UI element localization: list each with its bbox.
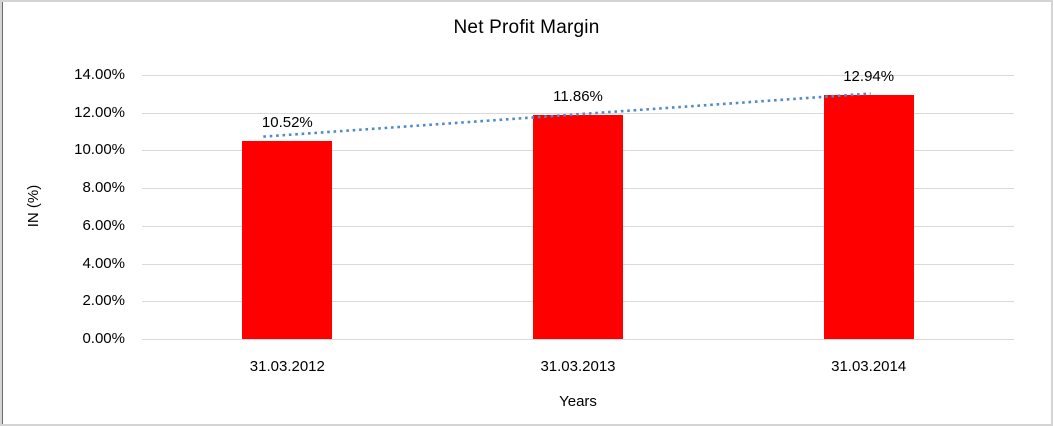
y-axis-tick-label: 4.00% [82, 254, 125, 272]
y-axis-tick-label: 10.00% [74, 141, 125, 159]
y-axis-tick-label: 0.00% [82, 330, 125, 347]
frame-left-border [2, 2, 3, 424]
y-axis-tick-label: 14.00% [74, 66, 125, 83]
y-axis-tick-label: 12.00% [74, 103, 125, 121]
x-axis-tick-label: 31.03.2014 [831, 358, 907, 375]
gridline [142, 339, 1014, 340]
x-axis-tick-label: 31.03.2013 [540, 358, 616, 375]
bar [533, 115, 623, 339]
bar [823, 94, 914, 339]
chart-title: Net Profit Margin [453, 17, 600, 38]
gridline [142, 75, 1014, 76]
y-axis-tick-label: 2.00% [82, 292, 125, 310]
bar-data-label: 12.94% [843, 67, 895, 85]
y-axis-tick-label: 8.00% [82, 179, 125, 197]
x-axis-title: Years [559, 393, 597, 410]
bar [242, 140, 333, 339]
x-axis-tick-label: 31.03.2012 [249, 358, 325, 375]
bar-data-label: 10.52% [261, 113, 313, 131]
y-axis-tick-label: 6.00% [82, 216, 125, 234]
bar-data-label: 11.86% [553, 88, 603, 106]
